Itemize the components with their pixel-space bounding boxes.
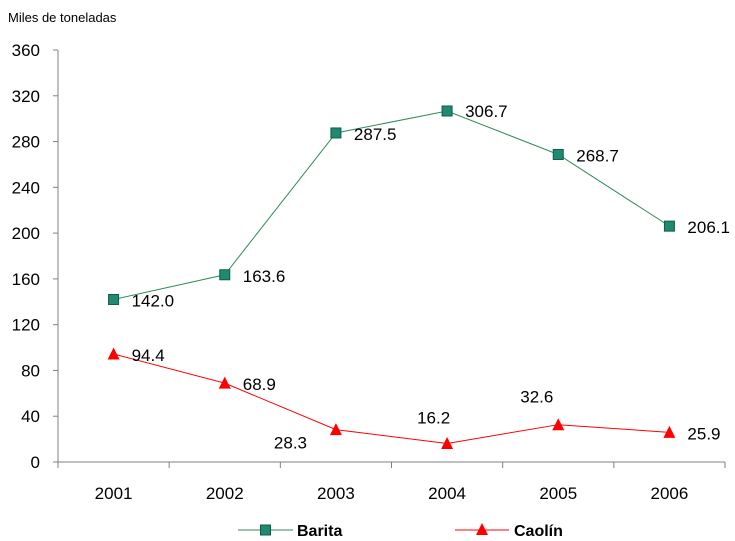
- data-label: 163.6: [243, 267, 286, 286]
- x-tick-label: 2001: [95, 484, 133, 503]
- y-tick-label: 80: [21, 361, 40, 380]
- data-point-triangle: [218, 376, 231, 389]
- axes: 0 40 80 120 160 200 240 280 320 360 2001 2002 2003 20…: [12, 41, 726, 503]
- series-caol-n: 94.4 68.9 28.3 16.2 32.6 25.9: [107, 346, 721, 453]
- series-line: [113, 353, 670, 444]
- x-tick-label: 2003: [317, 484, 355, 503]
- y-tick-label: 0: [31, 453, 40, 472]
- y-tick-label: 120: [12, 316, 40, 335]
- data-point-square: [663, 220, 675, 232]
- y-tick-label: 360: [12, 41, 40, 60]
- y-tick-label: 320: [12, 87, 40, 106]
- legend-item-1: Caolín: [455, 523, 563, 540]
- data-point-triangle: [107, 347, 120, 360]
- y-tick-label: 200: [12, 224, 40, 243]
- series-barita: 142.0 163.6 287.5 306.7 268.7 206.1: [108, 102, 730, 310]
- legend: Barita Caolín: [238, 523, 563, 540]
- data-point-square: [219, 269, 231, 281]
- y-axis-unit-label: Miles de toneladas: [8, 10, 117, 25]
- data-label: 25.9: [687, 424, 720, 443]
- x-tick-label: 2004: [428, 484, 466, 503]
- data-label: 32.6: [520, 388, 553, 407]
- data-point-triangle: [663, 425, 676, 438]
- data-label: 28.3: [274, 434, 307, 453]
- legend-label: Barita: [297, 523, 342, 540]
- x-tick-label: 2005: [539, 484, 577, 503]
- series-line: [113, 110, 670, 300]
- legend-square-marker: [260, 524, 271, 536]
- data-label: 287.5: [354, 125, 397, 144]
- legend-label: Caolín: [514, 523, 563, 540]
- data-label: 268.7: [576, 146, 619, 165]
- data-label: 306.7: [465, 102, 508, 121]
- data-label: 16.2: [417, 408, 450, 427]
- y-tick-label: 40: [21, 407, 40, 426]
- legend-item-0: Barita: [238, 523, 342, 540]
- y-tick-label: 160: [12, 270, 40, 289]
- data-point-square: [441, 105, 453, 117]
- x-tick-label: 2006: [651, 484, 689, 503]
- data-point-square: [552, 148, 564, 160]
- legend-triangle-marker: [476, 523, 488, 535]
- data-point-triangle: [329, 423, 342, 436]
- data-label: 142.0: [132, 291, 175, 310]
- data-point-square: [108, 293, 120, 305]
- series-layer: 142.0 163.6 287.5 306.7 268.7 206.1 94.4 68.9 28…: [107, 102, 730, 453]
- y-tick-label: 240: [12, 178, 40, 197]
- data-label: 206.1: [687, 218, 730, 237]
- data-point-triangle: [552, 418, 565, 431]
- x-tick-label: 2002: [206, 484, 244, 503]
- data-point-triangle: [441, 436, 454, 449]
- data-label: 94.4: [132, 346, 165, 365]
- y-tick-label: 280: [12, 133, 40, 152]
- data-point-square: [330, 127, 342, 139]
- data-label: 68.9: [243, 375, 276, 394]
